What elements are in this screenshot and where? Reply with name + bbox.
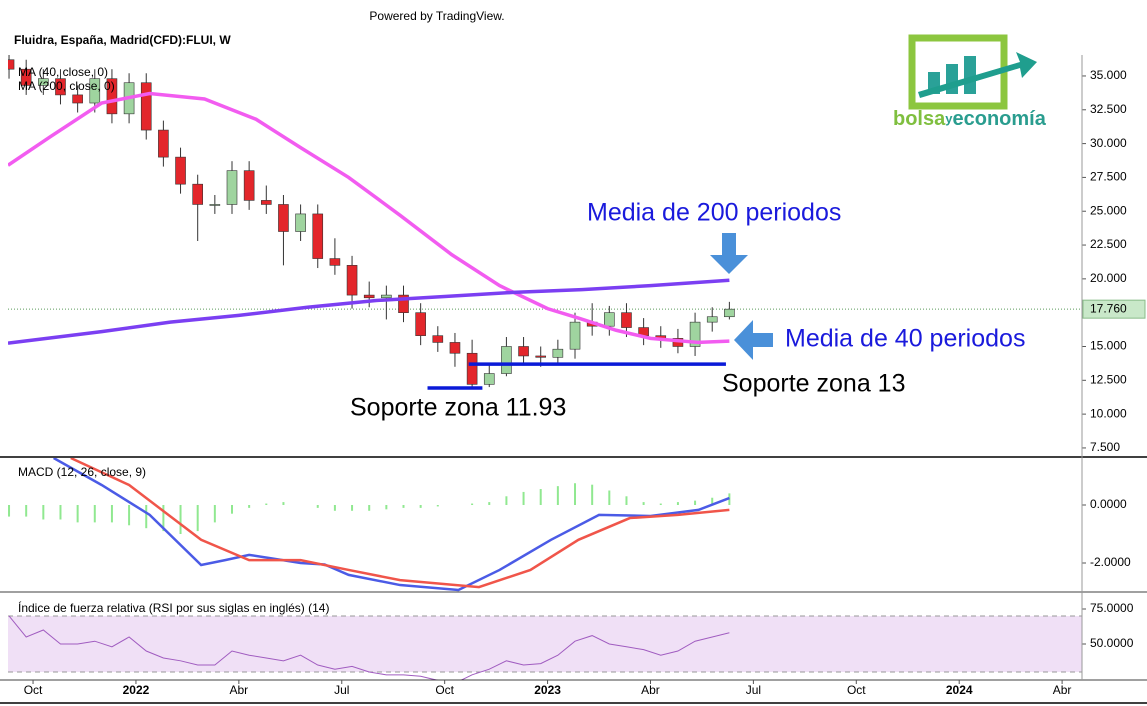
- candle-body: [89, 78, 101, 104]
- candle-body: [8, 59, 15, 70]
- candle-body: [449, 342, 461, 354]
- candle-body: [158, 129, 169, 158]
- logo: bolsayeconomía: [893, 34, 1047, 130]
- candle-body: [552, 348, 564, 358]
- arrow-icon: [710, 233, 748, 274]
- candle-body: [260, 200, 272, 205]
- candle-body: [278, 204, 289, 232]
- y-tick-label: 50.0000: [1090, 636, 1134, 650]
- candle-body: [483, 373, 495, 385]
- annotation: Media de 40 periodos: [785, 325, 1025, 353]
- candle-body: [140, 82, 152, 131]
- annotation: Media de 200 periodos: [587, 199, 841, 227]
- candle-body: [243, 170, 255, 201]
- logo-bar: [964, 56, 976, 94]
- y-tick-label: 32.500: [1090, 102, 1127, 116]
- candle-body: [724, 308, 735, 318]
- logo-text: bolsayeconomía: [893, 108, 1047, 130]
- y-tick-label: 10.000: [1090, 406, 1127, 420]
- candle-body: [192, 183, 203, 205]
- y-tick-label: 0.0000: [1090, 497, 1127, 511]
- panel-plot: [8, 615, 1082, 680]
- candle-body: [381, 294, 392, 299]
- candle-body: [689, 321, 701, 347]
- x-tick-label: Abr: [641, 683, 660, 697]
- candle-body: [106, 78, 118, 115]
- y-tick-label: -2.0000: [1090, 555, 1131, 569]
- x-tick-label: Jul: [334, 683, 349, 697]
- x-tick-label: 2024: [946, 683, 973, 697]
- legend-entry: MA (40, close, 0): [18, 65, 108, 79]
- candle-body: [518, 346, 529, 357]
- y-tick-label: 35.000: [1090, 68, 1127, 82]
- candle-body: [621, 312, 632, 328]
- x-tick-label: Oct: [847, 683, 866, 697]
- last-price-label: 17.760: [1090, 301, 1127, 315]
- candle-body: [569, 321, 581, 350]
- series-line: [8, 91, 730, 345]
- annotation: Soporte zona 13: [722, 370, 905, 398]
- last-price-box: [1082, 299, 1146, 319]
- y-tick-label: 27.500: [1090, 170, 1127, 184]
- x-tick-label: Abr: [230, 683, 249, 697]
- y-tick-label: 75.0000: [1090, 601, 1134, 615]
- candle-body: [55, 78, 66, 96]
- legend-entry: MA (200, close, 0): [18, 79, 115, 93]
- candle-body: [312, 213, 324, 259]
- x-tick-label: Abr: [1053, 683, 1072, 697]
- candle-body: [466, 352, 478, 385]
- candle-body: [295, 213, 306, 232]
- x-tick-label: Oct: [435, 683, 454, 697]
- candle-body: [175, 156, 186, 185]
- panel-title: MACD (12, 26, close, 9): [18, 465, 146, 479]
- y-tick-label: 22.500: [1090, 237, 1127, 251]
- candle-body: [604, 312, 615, 327]
- candle-body: [38, 78, 49, 86]
- candle-body: [209, 204, 221, 206]
- series-line: [70, 458, 730, 589]
- x-tick-label: Oct: [24, 683, 43, 697]
- y-tick-label: 7.500: [1090, 440, 1120, 454]
- y-tick-label: 25.000: [1090, 203, 1127, 217]
- panel-plot: [8, 458, 731, 592]
- series-line: [8, 615, 730, 680]
- candle-body: [363, 294, 375, 299]
- panels: 35.000 32.500 30.000 27.500 25.000 22.500 20.0…: [0, 55, 1147, 704]
- panel-plot: [8, 55, 1082, 390]
- candle-body: [20, 68, 32, 86]
- candle-body: [415, 312, 426, 336]
- x-tick-label: 2023: [534, 683, 561, 697]
- symbol-title: Fluidra, España, Madrid(CFD):FLUI, W: [14, 33, 231, 47]
- candle-body: [706, 316, 718, 323]
- candle-body: [329, 258, 341, 266]
- y-tick-label: 30.000: [1090, 136, 1127, 150]
- y-tick-label: 20.000: [1090, 271, 1127, 285]
- x-tick-label: Jul: [746, 683, 761, 697]
- candle-body: [226, 170, 238, 205]
- candle-body: [501, 346, 512, 374]
- candle-body: [432, 335, 444, 343]
- candle-body: [72, 94, 83, 104]
- annotation: Soporte zona 11.93: [350, 394, 566, 422]
- candle-body: [535, 355, 547, 358]
- y-tick-label: 15.000: [1090, 339, 1127, 353]
- candle-body: [346, 265, 358, 296]
- y-tick-label: 12.500: [1090, 372, 1127, 386]
- candle-body: [398, 294, 409, 313]
- series-line: [53, 458, 730, 592]
- logo-arrow: [918, 52, 1037, 98]
- series-line: [8, 278, 730, 345]
- rsi-band: [8, 615, 1082, 673]
- x-tick-label: 2022: [123, 683, 150, 697]
- arrow-icon: [734, 320, 773, 360]
- panel-title: Índice de fuerza relativa (RSI por sus s…: [18, 600, 329, 615]
- powered-by: Powered by TradingView.: [369, 9, 504, 23]
